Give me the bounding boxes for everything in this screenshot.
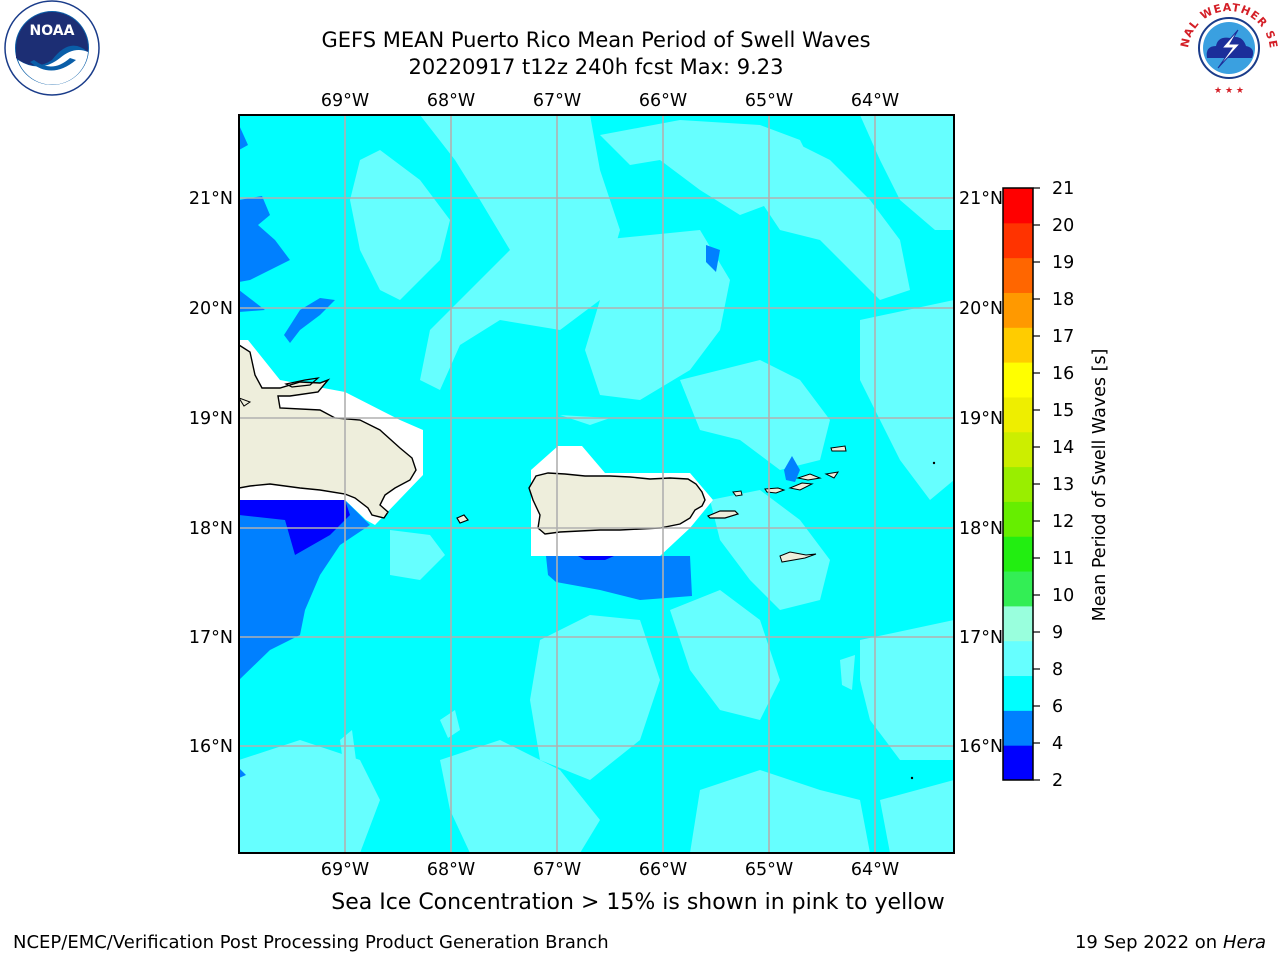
colorbar-tick-label: 12 bbox=[1052, 512, 1074, 532]
map-frame bbox=[238, 114, 955, 854]
lat-label: 20°N bbox=[959, 299, 1003, 319]
lat-label: 16°N bbox=[189, 737, 233, 757]
noaa-logo-text: NOAA bbox=[30, 23, 75, 39]
footer-credit: NCEP/EMC/Verification Post Processing Pr… bbox=[13, 932, 609, 953]
colorbar-segment bbox=[1003, 362, 1033, 398]
colorbar-tick-label: 17 bbox=[1052, 327, 1074, 347]
colorbar-segment bbox=[1003, 605, 1033, 642]
lat-labels-right: 21°N 20°N 19°N 18°N 17°N 16°N bbox=[959, 189, 1003, 757]
lon-label: 65°W bbox=[745, 91, 793, 111]
colorbar-tick-label: 20 bbox=[1052, 216, 1074, 236]
footer-host: Hera bbox=[1222, 932, 1266, 953]
colorbar-segment bbox=[1003, 571, 1033, 607]
colorbar-tick-label: 8 bbox=[1052, 660, 1063, 680]
lon-label: 64°W bbox=[851, 91, 899, 111]
gonave-island bbox=[239, 397, 252, 407]
tortuga-island bbox=[284, 377, 320, 388]
lon-label: 69°W bbox=[321, 91, 369, 111]
lon-labels-top: 69°W 68°W 67°W 66°W 65°W 64°W bbox=[321, 91, 899, 111]
colorbar-tick-label: 16 bbox=[1052, 364, 1074, 384]
map-area bbox=[239, 115, 954, 853]
colorbar-segment bbox=[1003, 466, 1033, 502]
colorbar-tick-label: 13 bbox=[1052, 475, 1074, 495]
colorbar-label: Mean Period of Swell Waves [s] bbox=[1090, 349, 1110, 622]
virgin-islands bbox=[764, 445, 847, 563]
colorbar-segment bbox=[1003, 536, 1033, 572]
noaa-logo: NOAA bbox=[4, 0, 100, 96]
colorbar-segment bbox=[1003, 501, 1033, 537]
colorbar-segment bbox=[1003, 188, 1033, 224]
page-subtitle: 20220917 t12z 240h fcst Max: 9.23 bbox=[408, 55, 784, 79]
lon-label: 65°W bbox=[745, 860, 793, 880]
lon-label: 66°W bbox=[639, 91, 687, 111]
map-gridlines bbox=[239, 115, 954, 853]
culebra-island bbox=[732, 490, 743, 497]
lon-label: 68°W bbox=[427, 860, 475, 880]
colorbar-tick-label: 2 bbox=[1052, 771, 1063, 791]
lon-label: 67°W bbox=[533, 860, 581, 880]
lon-label: 64°W bbox=[851, 860, 899, 880]
colorbar-tick-label: 11 bbox=[1052, 549, 1074, 569]
lat-label: 19°N bbox=[959, 409, 1003, 429]
colorbar bbox=[1003, 188, 1033, 781]
lat-label: 16°N bbox=[959, 737, 1003, 757]
lat-label: 18°N bbox=[189, 519, 233, 539]
footer-date-text: 19 Sep 2022 on bbox=[1074, 932, 1218, 953]
lat-labels-left: 21°N 20°N 19°N 18°N 17°N 16°N bbox=[189, 189, 233, 757]
colorbar-tick-label: 10 bbox=[1052, 586, 1074, 606]
field-8-9 bbox=[239, 115, 954, 853]
colorbar-tick-label: 21 bbox=[1052, 179, 1074, 199]
sea-ice-note: Sea Ice Concentration > 15% is shown in … bbox=[331, 890, 945, 915]
colorbar-tick-label: 9 bbox=[1052, 623, 1063, 643]
colorbar-ticks: 21 20 19 18 17 16 15 14 13 12 11 10 9 8 6 4 2 bbox=[1033, 179, 1074, 791]
footer-date: 19 Sep 2022 on Hera bbox=[1075, 932, 1266, 953]
lon-label: 67°W bbox=[533, 91, 581, 111]
page-title: GEFS MEAN Puerto Rico Mean Period of Swe… bbox=[321, 28, 871, 52]
mona-island bbox=[456, 514, 469, 524]
field-4-6 bbox=[239, 125, 800, 778]
colorbar-segment bbox=[1003, 222, 1033, 259]
colorbar-tick-label: 6 bbox=[1052, 697, 1063, 717]
colorbar-segment bbox=[1003, 745, 1033, 781]
lat-label: 21°N bbox=[959, 189, 1003, 209]
lat-label: 18°N bbox=[959, 519, 1003, 539]
colorbar-segment bbox=[1003, 292, 1033, 328]
lat-label: 20°N bbox=[189, 299, 233, 319]
lat-label: 17°N bbox=[189, 628, 233, 648]
lon-label: 66°W bbox=[639, 860, 687, 880]
colorbar-tick-label: 18 bbox=[1052, 290, 1074, 310]
colorbar-tick-label: 14 bbox=[1052, 438, 1074, 458]
colorbar-segment bbox=[1003, 675, 1033, 711]
colorbar-segment bbox=[1003, 710, 1033, 746]
colorbar-tick-label: 19 bbox=[1052, 253, 1074, 273]
lon-labels-bottom: 69°W 68°W 67°W 66°W 65°W 64°W bbox=[321, 860, 899, 880]
colorbar-segment bbox=[1003, 640, 1033, 677]
lat-label: 19°N bbox=[189, 409, 233, 429]
lat-label: 17°N bbox=[959, 628, 1003, 648]
colorbar-segment bbox=[1003, 327, 1033, 363]
colorbar-segment bbox=[1003, 396, 1033, 433]
svg-text:★ ★ ★: ★ ★ ★ bbox=[1214, 86, 1244, 96]
colorbar-tick-label: 4 bbox=[1052, 734, 1063, 754]
lon-label: 68°W bbox=[427, 91, 475, 111]
lon-label: 69°W bbox=[321, 860, 369, 880]
colorbar-segment bbox=[1003, 431, 1033, 468]
lat-label: 21°N bbox=[189, 189, 233, 209]
colorbar-segment bbox=[1003, 257, 1033, 293]
vieques-island bbox=[706, 510, 740, 519]
puerto-rico-land bbox=[528, 472, 706, 535]
colorbar-tick-label: 15 bbox=[1052, 401, 1074, 421]
